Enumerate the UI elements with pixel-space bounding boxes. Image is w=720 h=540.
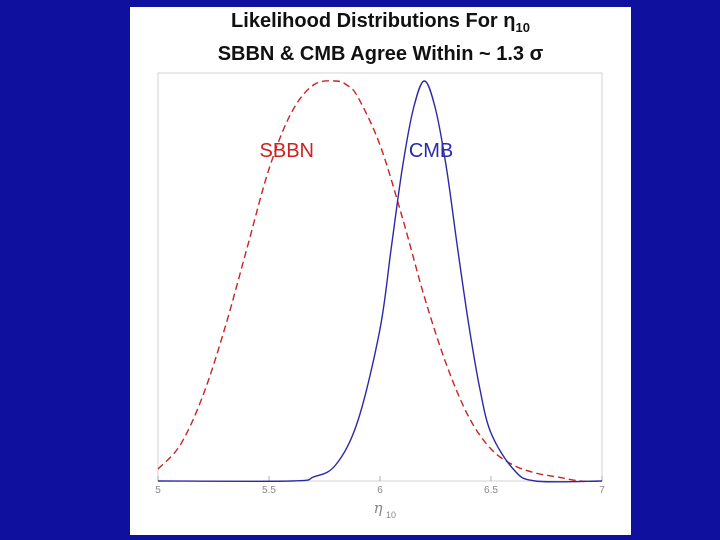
x-tick-label: 5 bbox=[155, 485, 161, 496]
slide-title-line1: Likelihood Distributions For η10 bbox=[130, 10, 631, 35]
annotation-sbbn: SBBN bbox=[260, 140, 314, 162]
slide-title-text: Likelihood Distributions For η bbox=[231, 10, 516, 32]
chart-panel: Likelihood Distributions For η10 SBBN & … bbox=[130, 7, 631, 535]
series-cmb-line bbox=[157, 80, 603, 483]
series-sbbn-line bbox=[157, 80, 603, 483]
annotation-cmb: CMB bbox=[409, 140, 453, 162]
x-tick-label: 6 bbox=[377, 485, 383, 496]
x-axis: 5 5.5 6 6.5 7 bbox=[155, 476, 605, 496]
slide-title-line2: SBBN & CMB Agree Within ~ 1.3 σ bbox=[217, 43, 544, 65]
x-tick-label: 6.5 bbox=[484, 485, 498, 496]
x-axis-label-text: η bbox=[374, 499, 383, 517]
slide-title-subscript: 10 bbox=[515, 20, 530, 35]
x-tick-label: 5.5 bbox=[262, 485, 276, 496]
likelihood-plot: 5 5.5 6 6.5 7 SBBN CMB η 10 bbox=[155, 72, 605, 520]
x-axis-label: η 10 bbox=[374, 499, 397, 520]
series-layer bbox=[157, 80, 603, 483]
x-axis-label-subscript: 10 bbox=[386, 510, 396, 520]
x-tick-label: 7 bbox=[599, 485, 605, 496]
plot-border bbox=[157, 72, 603, 482]
plot-frame bbox=[157, 72, 603, 482]
annotation-layer: SBBN CMB bbox=[260, 140, 454, 162]
